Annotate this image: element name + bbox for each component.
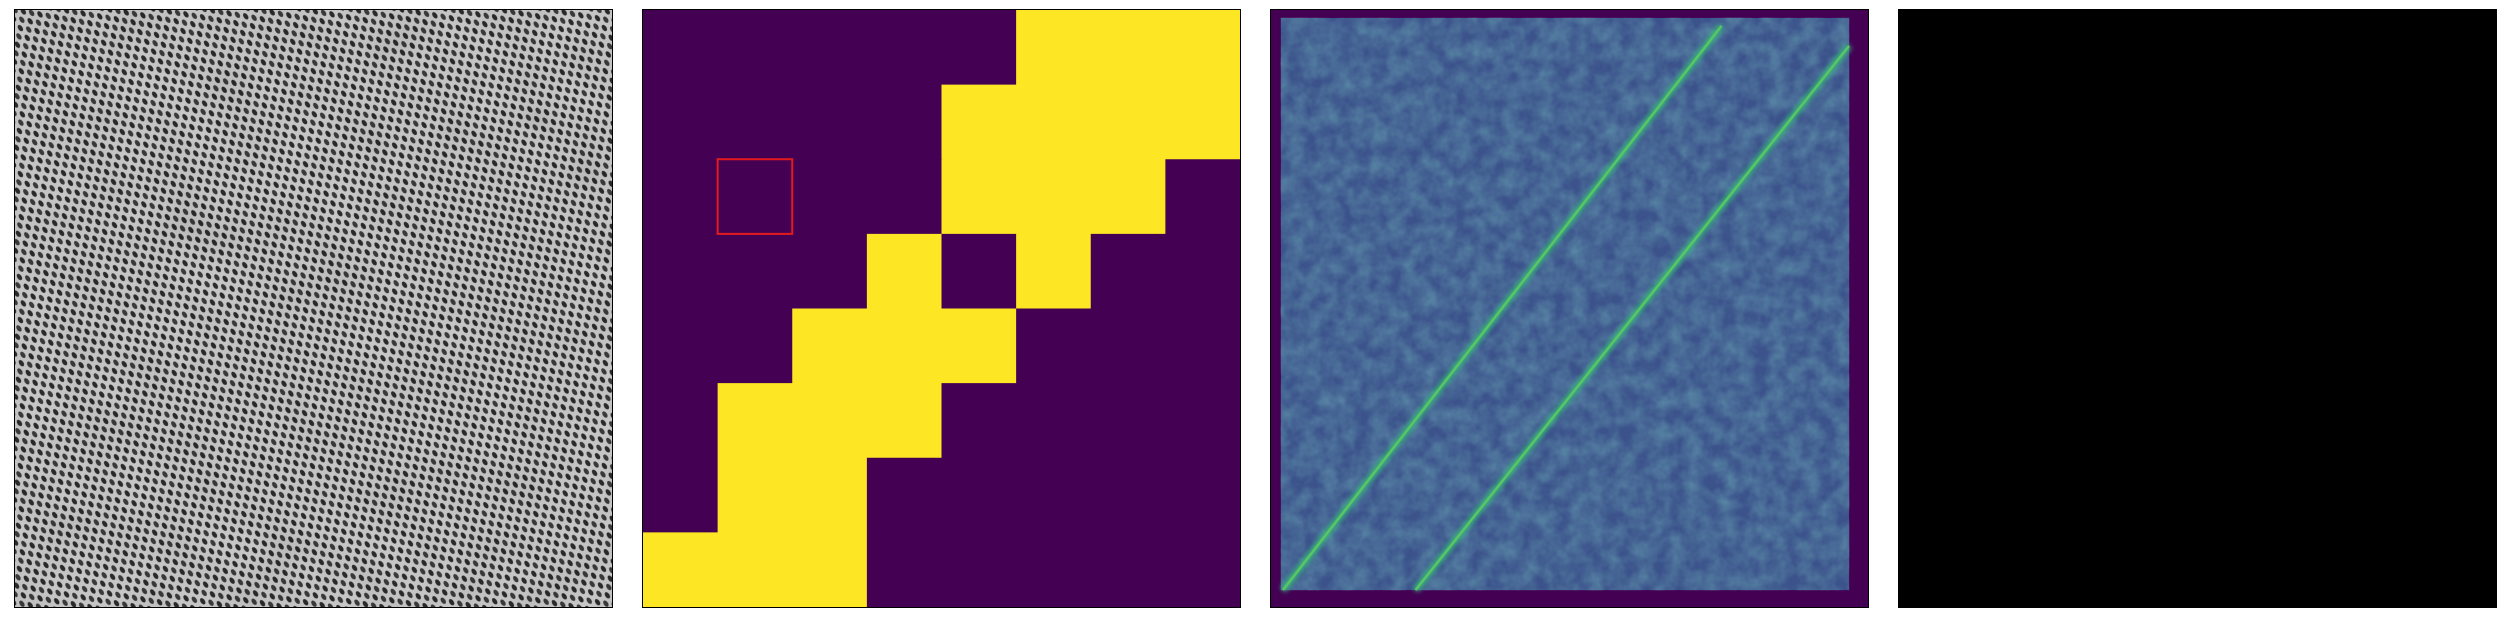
mask-cell <box>643 383 719 459</box>
mask-cell <box>866 10 943 86</box>
mask-cell <box>941 159 1017 235</box>
mask-cell <box>792 532 868 607</box>
mask-cell <box>941 457 1017 533</box>
patch-mask <box>643 10 1240 607</box>
mask-cell <box>792 383 868 459</box>
mask-cell <box>1016 308 1092 384</box>
mask-cell <box>717 10 793 86</box>
similarity-map <box>1271 10 1868 607</box>
mask-cell <box>941 308 1017 384</box>
mask-cell <box>643 159 719 235</box>
mask-cell <box>1016 532 1092 607</box>
mask-cell <box>643 308 719 384</box>
mask-cell <box>792 159 868 235</box>
diagonal-band-lower-core <box>1414 45 1851 591</box>
mask-cell <box>643 84 719 160</box>
mask-cell <box>866 308 943 384</box>
heatmap-noise <box>1280 17 1850 591</box>
mask-cell <box>866 457 943 533</box>
mask-cell <box>1090 84 1166 160</box>
mask-cell <box>1090 532 1166 607</box>
mask-cell <box>717 457 793 533</box>
mask-cell <box>866 84 943 160</box>
highlight-box <box>716 158 794 235</box>
mask-cell <box>717 84 793 160</box>
mask-cell <box>1090 383 1166 459</box>
mask-cell <box>941 233 1017 310</box>
mask-cell <box>1016 457 1092 533</box>
mask-cell <box>1016 159 1092 235</box>
mask-cell <box>941 10 1017 86</box>
mask-cell <box>792 84 868 160</box>
mask-cell <box>1165 84 1240 160</box>
mask-cell <box>1165 457 1240 533</box>
mask-cell <box>866 233 943 310</box>
mask-cell <box>941 532 1017 607</box>
mask-cell <box>717 159 793 235</box>
mask-cell <box>643 10 719 86</box>
mask-cell <box>866 532 943 607</box>
similarity-map-panel <box>1270 9 1869 608</box>
mask-cell <box>643 233 719 310</box>
mask-cell <box>643 457 719 533</box>
mask-cell <box>1090 308 1166 384</box>
mask-cell <box>1165 159 1240 235</box>
mask-cell <box>1165 10 1240 86</box>
mask-cell <box>1090 159 1166 235</box>
mask-cell <box>1016 383 1092 459</box>
mask-cell <box>792 308 868 384</box>
mask-cell <box>1165 532 1240 607</box>
mask-cell <box>1165 233 1240 310</box>
mask-cell <box>717 383 793 459</box>
mask-cell <box>1090 10 1166 86</box>
mask-cell <box>1016 10 1092 86</box>
mask-cell <box>941 383 1017 459</box>
mask-cell <box>643 532 719 607</box>
mask-cell <box>1016 84 1092 160</box>
mask-cell <box>1090 233 1166 310</box>
mask-cell <box>1090 457 1166 533</box>
texture-image-panel <box>14 9 613 608</box>
mask-cell <box>717 308 793 384</box>
mask-cell <box>792 457 868 533</box>
texture-image <box>15 10 612 607</box>
mask-cell <box>792 10 868 86</box>
mask-cell <box>717 532 793 607</box>
mask-cell <box>792 233 868 310</box>
mask-cell <box>1016 233 1092 310</box>
mask-cell <box>866 159 943 235</box>
mask-cell <box>941 84 1017 160</box>
mask-cell <box>1165 383 1240 459</box>
mask-cell <box>866 383 943 459</box>
mask-cell <box>717 233 793 310</box>
patch-mask-panel <box>642 9 1241 608</box>
empty-output-panel <box>1898 9 2497 608</box>
mask-cell <box>1165 308 1240 384</box>
diagonal-band-upper-core <box>1281 25 1723 591</box>
texture-shading <box>15 10 612 607</box>
